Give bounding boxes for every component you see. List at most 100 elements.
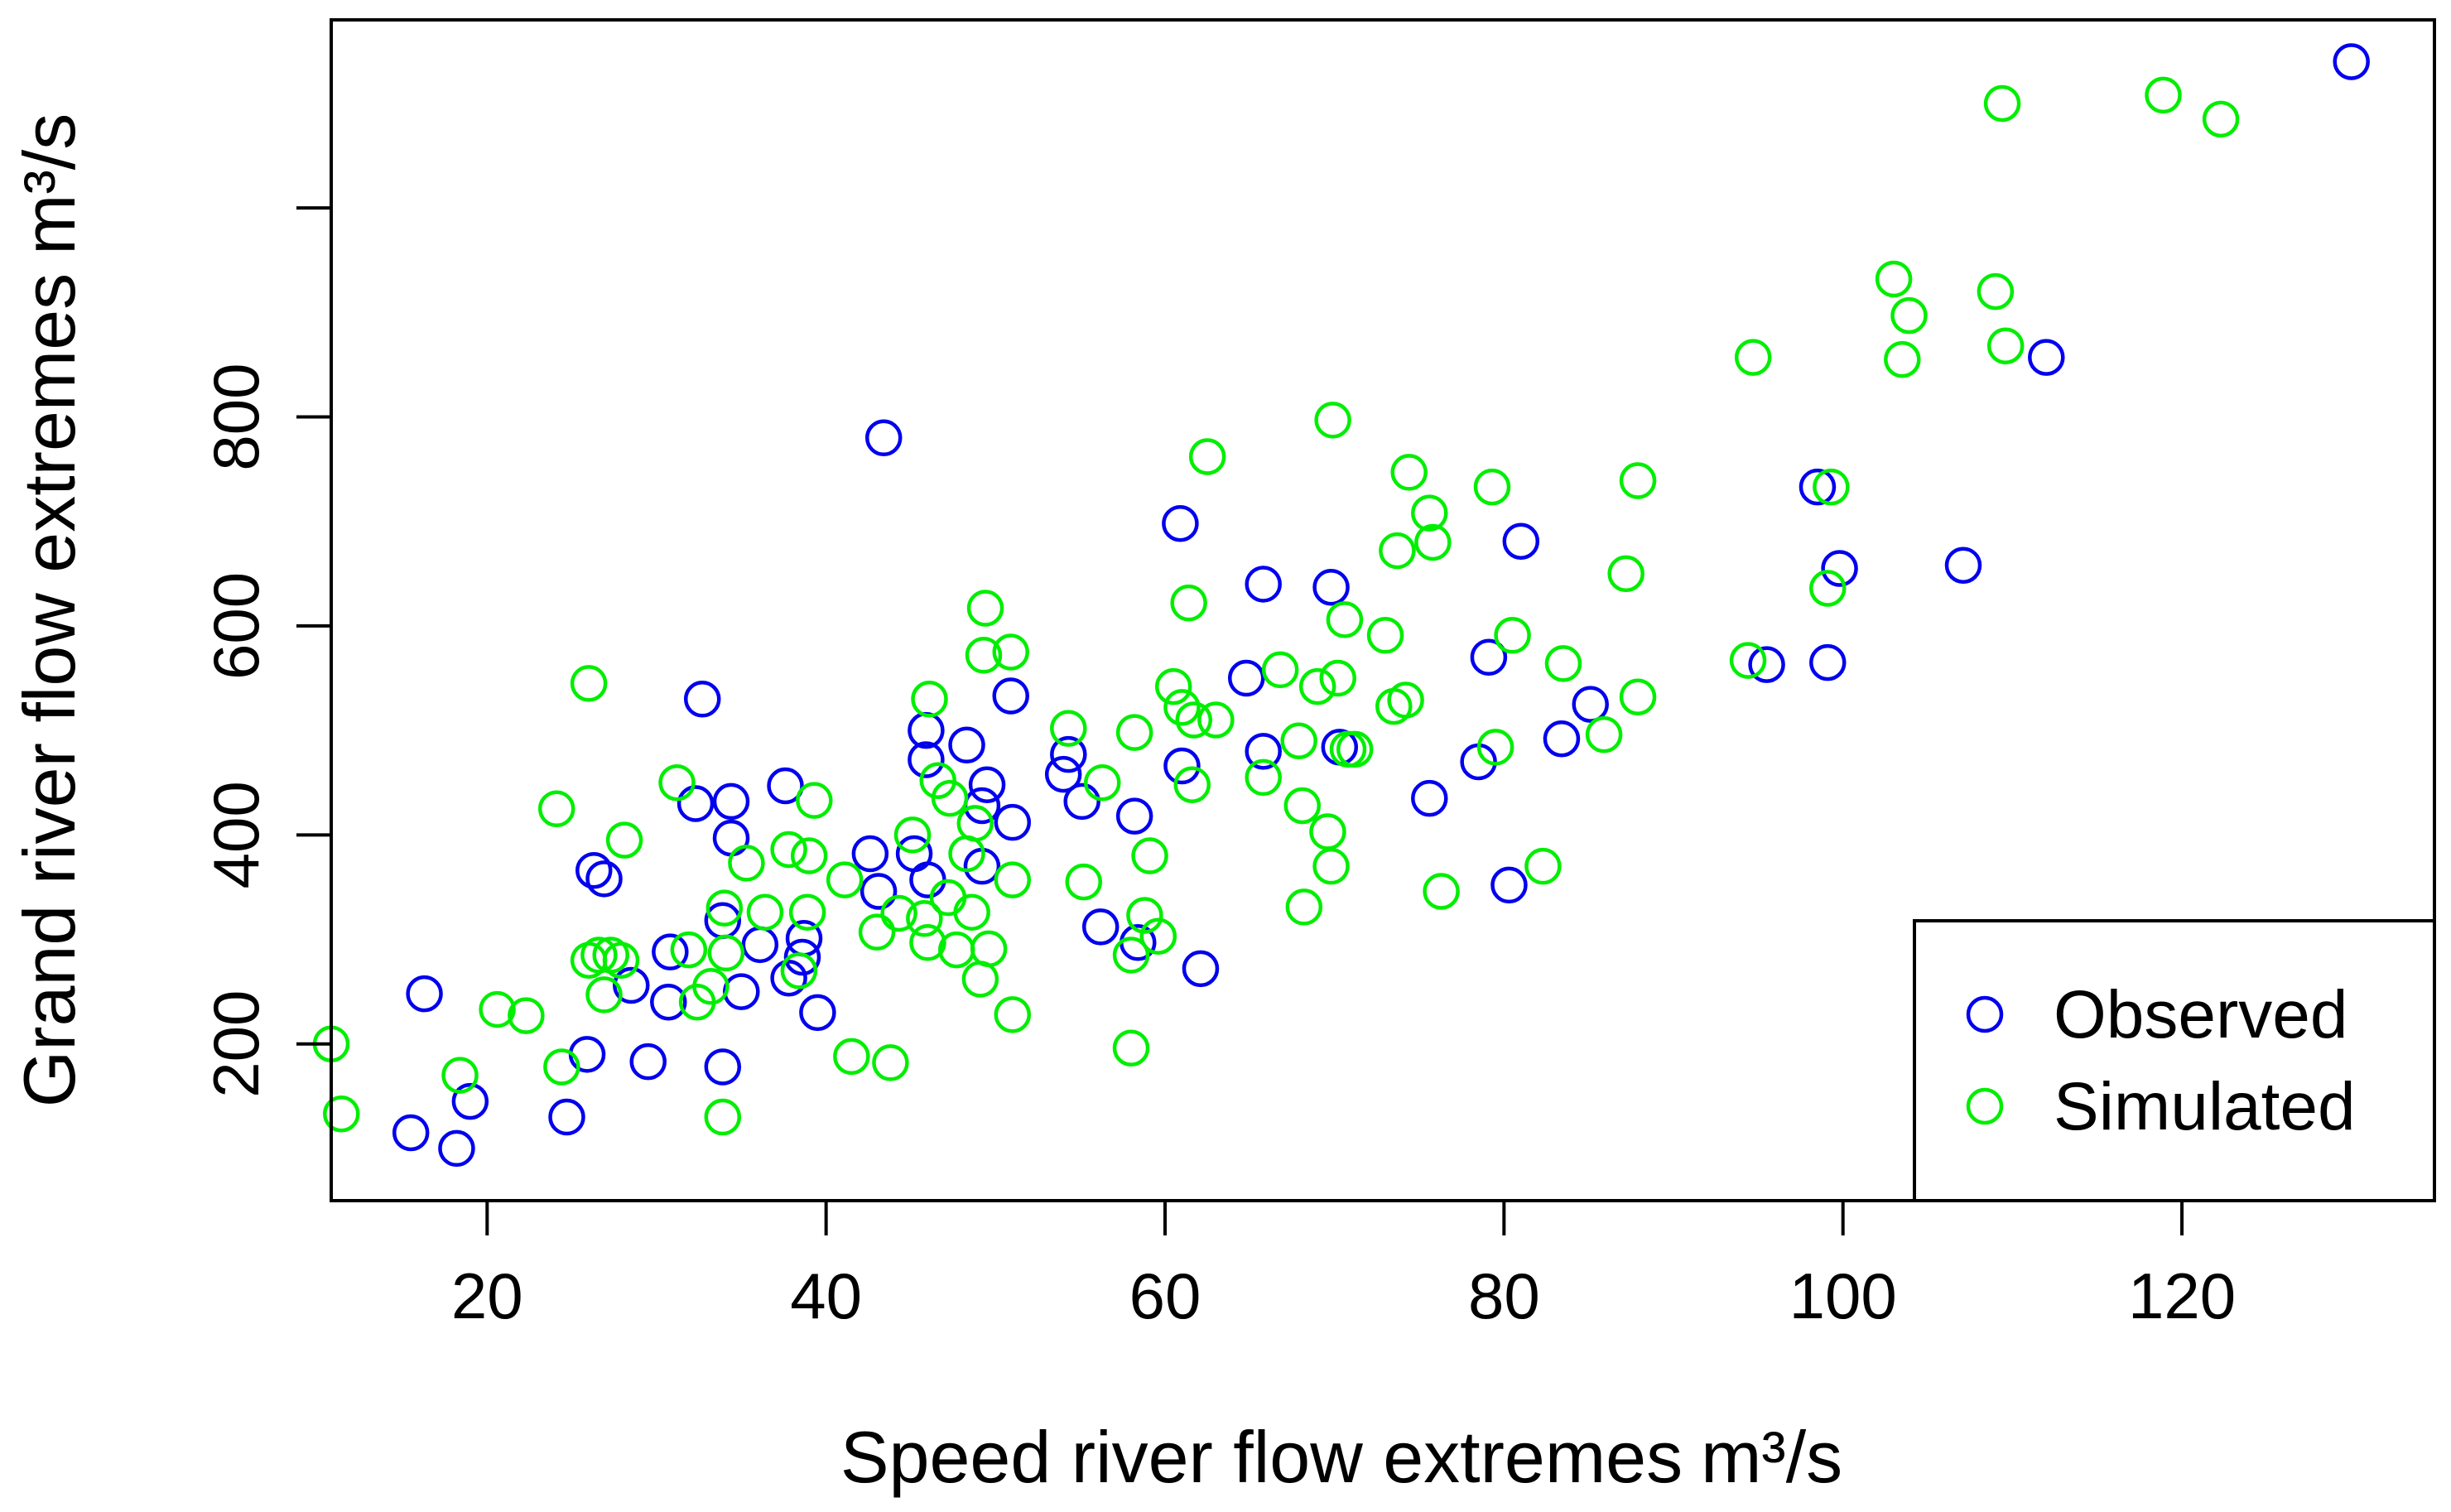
observed-point <box>1081 908 1120 946</box>
observed-point <box>548 1098 585 1136</box>
x-tick-label: 80 <box>1468 1259 1540 1332</box>
observed-point <box>613 966 650 1004</box>
simulated-point <box>705 889 744 927</box>
simulated-point <box>1473 468 1511 506</box>
simulated-point <box>1983 84 2021 123</box>
simulated-point <box>880 894 917 932</box>
observed-point <box>704 1048 742 1086</box>
simulated-point <box>728 845 765 882</box>
simulated-point <box>1387 681 1424 719</box>
observed-point <box>1748 646 1785 683</box>
simulated-point <box>1139 917 1177 955</box>
simulated-point <box>1175 701 1213 739</box>
observed-point <box>770 959 807 997</box>
simulated-point <box>1734 339 1772 376</box>
observed-point <box>1182 950 1220 988</box>
observed-point <box>1944 547 1982 584</box>
y-axis: 200 400 600 800 <box>200 206 331 1098</box>
simulated-point <box>911 681 948 718</box>
observed-point <box>851 835 889 873</box>
legend-observed-marker <box>1966 995 2004 1033</box>
x-tick-label: 120 <box>2128 1259 2236 1332</box>
simulated-point <box>1619 678 1657 715</box>
observed-point <box>909 861 946 898</box>
simulated-point <box>796 782 833 819</box>
simulated-point <box>970 930 1008 968</box>
observed-point <box>2333 43 2370 80</box>
simulated-point <box>1188 438 1226 475</box>
simulated-point <box>1163 689 1201 726</box>
simulated-point <box>537 790 575 828</box>
simulated-point <box>906 900 943 937</box>
x-tick-label: 60 <box>1129 1259 1201 1332</box>
simulated-point <box>931 779 969 817</box>
observed-point <box>767 767 804 805</box>
simulated-point <box>1197 701 1235 739</box>
simulated-point <box>1112 1029 1150 1067</box>
observed-point <box>712 819 750 857</box>
simulated-point <box>1285 888 1323 926</box>
observed-point <box>948 726 985 764</box>
simulated-point <box>1326 601 1364 638</box>
simulated-point <box>858 913 896 951</box>
simulated-point <box>1585 715 1623 754</box>
simulated-point <box>965 637 1003 674</box>
simulated-point <box>692 968 730 1005</box>
observed-point <box>629 1043 667 1081</box>
x-tick-label: 40 <box>790 1259 862 1332</box>
simulated-point <box>658 763 696 802</box>
series-observed <box>392 43 2370 1168</box>
observed-point <box>2028 339 2065 376</box>
observed-point <box>575 851 613 889</box>
simulated-point <box>1494 617 1531 654</box>
simulated-point <box>1366 617 1404 654</box>
legend-simulated-marker <box>1966 1087 2004 1125</box>
simulated-point <box>780 952 818 990</box>
plot-frame <box>330 18 2436 1202</box>
x-axis: 20 40 60 80 100 120 <box>451 1201 2236 1332</box>
simulated-point <box>790 837 828 874</box>
simulated-point <box>543 1048 580 1086</box>
simulated-point <box>1312 847 1350 885</box>
simulated-point <box>1986 327 2025 364</box>
observed-point <box>406 975 443 1013</box>
simulated-point <box>1809 570 1847 607</box>
simulated-point <box>1607 555 1644 593</box>
simulated-point <box>833 1038 870 1076</box>
observed-point <box>1245 566 1282 603</box>
simulated-point <box>1298 667 1336 705</box>
simulated-point <box>323 1095 360 1133</box>
observed-point <box>908 741 945 778</box>
observed-point <box>1799 468 1837 506</box>
observed-point <box>1502 522 1540 560</box>
observed-point <box>712 782 750 821</box>
simulated-point <box>909 924 946 961</box>
observed-point <box>392 1114 430 1152</box>
simulated-point <box>585 976 623 1014</box>
points-layer <box>312 43 2370 1168</box>
simulated-point <box>929 879 967 917</box>
observed-point <box>1809 643 1847 681</box>
observed-point <box>1115 797 1153 835</box>
simulated-point <box>1390 454 1428 491</box>
simulated-point <box>1154 667 1192 705</box>
observed-point <box>568 1036 606 1073</box>
simulated-point <box>1414 523 1452 561</box>
simulated-point <box>508 997 545 1034</box>
observed-point <box>1163 747 1201 785</box>
simulated-point <box>1173 766 1211 803</box>
simulated-point <box>707 934 745 972</box>
legend-simulated-label: Simulated <box>2054 1069 2356 1144</box>
simulated-point <box>961 961 999 998</box>
observed-point <box>683 681 721 718</box>
observed-point <box>864 419 903 457</box>
simulated-point <box>570 665 608 702</box>
observed-point <box>992 677 1029 715</box>
simulated-point <box>1261 651 1299 689</box>
observed-point <box>1050 735 1087 773</box>
simulated-point <box>893 816 932 854</box>
simulated-point <box>788 893 826 931</box>
simulated-point <box>704 1098 742 1136</box>
simulated-point <box>2145 76 2182 114</box>
